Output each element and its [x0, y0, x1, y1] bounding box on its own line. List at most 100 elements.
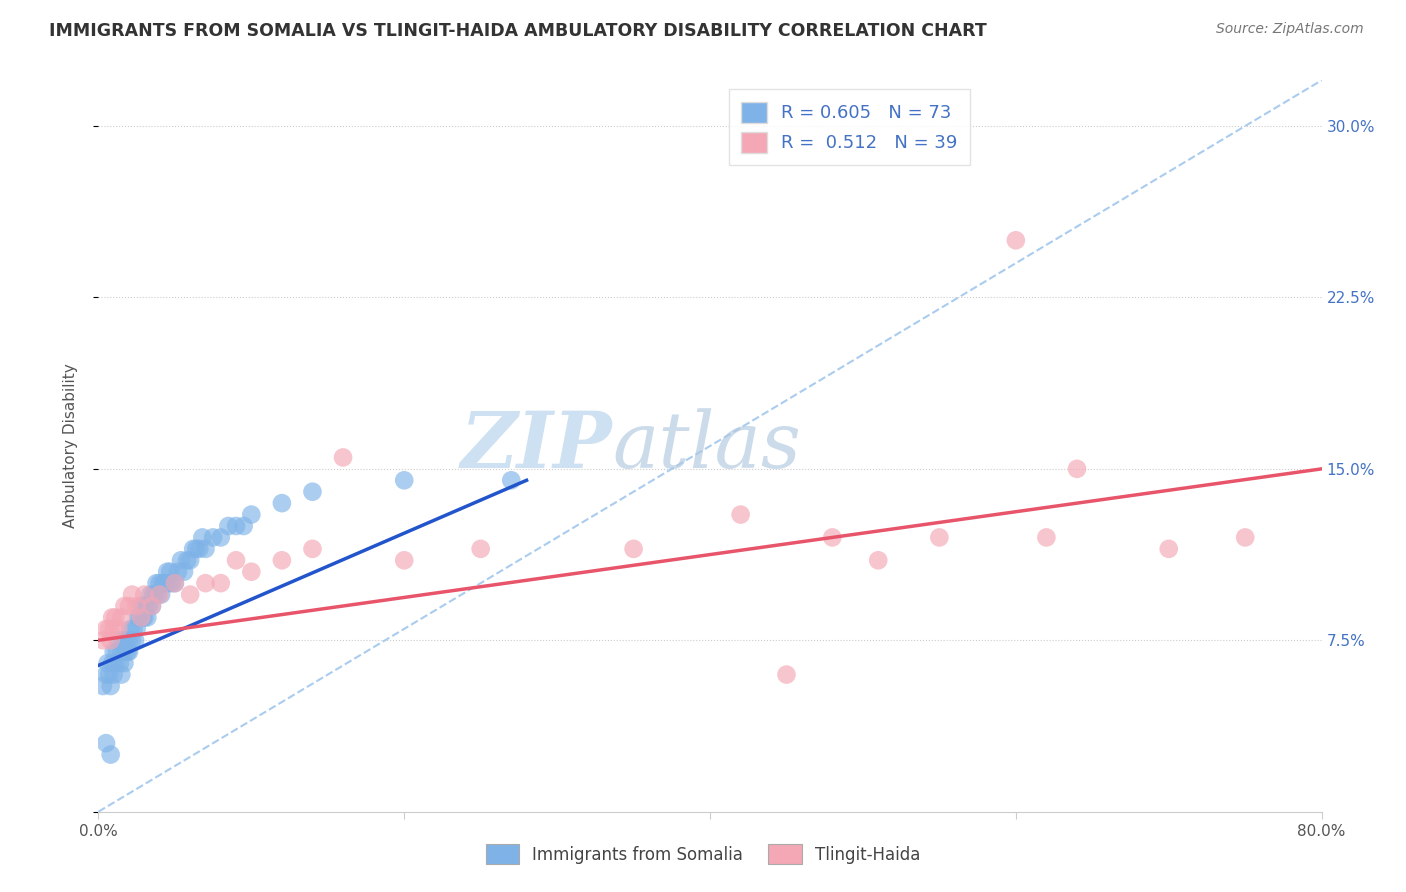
Point [110, 667, 132, 681]
Point [501, 473, 523, 487]
Point [112, 645, 135, 659]
Point [145, 576, 167, 591]
Point [136, 610, 159, 624]
Point [928, 530, 950, 544]
Text: atlas: atlas [612, 408, 801, 484]
Point [1035, 530, 1057, 544]
Point [124, 633, 146, 648]
Point [107, 622, 129, 636]
Point [118, 599, 141, 613]
Point [149, 576, 172, 591]
Point [101, 610, 124, 624]
Point [209, 530, 232, 544]
Point [868, 553, 890, 567]
Point [225, 553, 247, 567]
Point [301, 541, 323, 556]
Point [100, 747, 122, 762]
Point [132, 610, 155, 624]
Point [1066, 462, 1088, 476]
Point [115, 633, 138, 648]
Point [112, 599, 135, 613]
Point [94, 736, 117, 750]
Y-axis label: Ambulatory Disability: Ambulatory Disability [63, 364, 77, 528]
Point [163, 576, 186, 591]
Point [129, 599, 152, 613]
Point [121, 588, 143, 602]
Point [103, 622, 125, 636]
Point [98, 622, 121, 636]
Point [152, 576, 174, 591]
Point [118, 633, 141, 648]
Point [135, 599, 157, 613]
Point [1157, 541, 1180, 556]
Point [194, 541, 217, 556]
Point [143, 588, 166, 602]
Point [150, 588, 173, 602]
Point [156, 565, 179, 579]
Point [91, 679, 114, 693]
Point [232, 519, 254, 533]
Point [146, 588, 169, 602]
Point [103, 645, 125, 659]
Point [100, 679, 122, 693]
Point [159, 565, 181, 579]
Point [332, 450, 354, 465]
Point [301, 484, 323, 499]
Point [1004, 233, 1026, 247]
Text: Source: ZipAtlas.com: Source: ZipAtlas.com [1216, 22, 1364, 37]
Point [142, 588, 165, 602]
Point [122, 622, 145, 636]
Point [179, 553, 201, 567]
Point [173, 565, 195, 579]
Text: ZIP: ZIP [461, 408, 612, 484]
Point [186, 541, 208, 556]
Point [118, 645, 141, 659]
Point [392, 473, 416, 487]
Point [160, 576, 183, 591]
Point [775, 667, 797, 681]
Point [94, 667, 117, 681]
Point [91, 633, 114, 648]
Point [138, 599, 160, 613]
Point [153, 576, 176, 591]
Text: IMMIGRANTS FROM SOMALIA VS TLINGIT-HAIDA AMBULATORY DISABILITY CORRELATION CHART: IMMIGRANTS FROM SOMALIA VS TLINGIT-HAIDA… [49, 22, 987, 40]
Point [129, 610, 152, 624]
Point [125, 622, 148, 636]
Point [108, 656, 131, 670]
Point [176, 553, 198, 567]
Point [623, 541, 645, 556]
Point [191, 530, 214, 544]
Point [128, 610, 150, 624]
Point [141, 599, 163, 613]
Point [97, 656, 120, 670]
Point [240, 508, 263, 522]
Point [104, 610, 127, 624]
Point [240, 565, 263, 579]
Legend: R = 0.605   N = 73, R =  0.512   N = 39: R = 0.605 N = 73, R = 0.512 N = 39 [728, 89, 970, 165]
Point [1234, 530, 1257, 544]
Point [127, 610, 149, 624]
Point [120, 622, 142, 636]
Point [112, 656, 135, 670]
Point [134, 599, 156, 613]
Point [202, 530, 225, 544]
Point [104, 656, 127, 670]
Point [105, 645, 128, 659]
Point [98, 667, 121, 681]
Point [101, 656, 124, 670]
Point [188, 541, 211, 556]
Point [157, 576, 180, 591]
Point [141, 599, 163, 613]
Point [392, 553, 416, 567]
Point [270, 553, 292, 567]
Point [270, 496, 292, 510]
Point [821, 530, 844, 544]
Point [107, 633, 129, 648]
Point [730, 508, 752, 522]
Point [94, 622, 117, 636]
Point [149, 588, 172, 602]
Point [100, 633, 122, 648]
Point [167, 565, 190, 579]
Point [194, 576, 217, 591]
Point [117, 645, 139, 659]
